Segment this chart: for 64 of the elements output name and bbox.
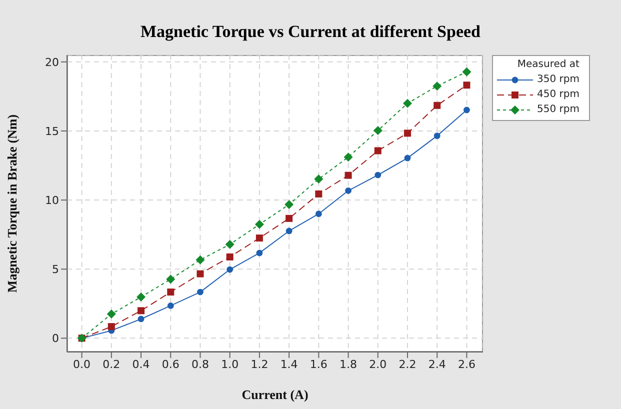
point — [106, 310, 116, 319]
point — [196, 255, 205, 264]
x-tick-label: 1.8 — [340, 358, 358, 371]
point — [404, 130, 411, 137]
x-tick-label: 2.2 — [398, 358, 416, 371]
point — [403, 98, 412, 108]
point — [138, 316, 144, 322]
x-tick-label: 0.2 — [102, 358, 120, 371]
x-tick-label: 0.8 — [191, 358, 209, 371]
point — [138, 307, 145, 314]
point — [314, 174, 324, 184]
point — [344, 152, 353, 162]
x-tick-label: 2.0 — [369, 358, 387, 371]
point — [256, 250, 263, 256]
legend-title: Measured at — [516, 59, 580, 70]
y-tick-label: 10 — [45, 194, 59, 207]
point — [226, 266, 234, 273]
point — [226, 253, 234, 260]
x-tick-label: 1.0 — [221, 358, 239, 371]
chart-title: Magnetic Torque vs Current at different Speed — [140, 22, 482, 42]
x-tick-label: 0.6 — [162, 358, 180, 371]
x-tick-label: 2.6 — [458, 358, 476, 371]
point — [196, 270, 204, 278]
point — [374, 147, 382, 154]
legend-label: 450 rpm — [537, 89, 580, 100]
point — [256, 234, 263, 242]
point — [315, 210, 322, 218]
point — [464, 106, 470, 114]
point — [167, 302, 174, 309]
x-tick-label: 1.6 — [310, 358, 328, 371]
point — [434, 102, 441, 109]
y-axis-title: Magnetic Torque in Brake (Nm) — [4, 114, 20, 293]
y-tick-label: 5 — [52, 263, 59, 276]
point — [373, 126, 382, 136]
point — [166, 274, 176, 284]
x-tick-label: 2.4 — [428, 358, 446, 371]
x-tick-label: 0.0 — [73, 358, 91, 371]
x-tick-label: 0.4 — [132, 358, 150, 371]
point — [432, 82, 442, 91]
point — [136, 292, 146, 302]
point — [225, 240, 234, 249]
legend-label: 550 rpm — [537, 104, 580, 115]
x-axis-title: Current (A) — [242, 387, 308, 402]
x-tick-label: 1.2 — [250, 358, 268, 371]
point — [197, 288, 204, 296]
point — [404, 154, 411, 162]
legend-label: 350 rpm — [537, 74, 580, 85]
point — [254, 220, 264, 229]
point — [434, 132, 440, 140]
point — [462, 67, 472, 76]
point — [284, 200, 294, 209]
point — [374, 172, 382, 178]
x-tick-label: 1.4 — [280, 358, 298, 371]
point — [315, 190, 322, 198]
y-tick-label: 0 — [52, 332, 59, 346]
point — [108, 323, 115, 330]
point — [345, 187, 352, 194]
point — [463, 82, 470, 89]
point — [286, 214, 293, 222]
point — [286, 228, 292, 234]
point — [344, 172, 352, 179]
point — [167, 288, 174, 296]
y-tick-label: 20 — [45, 56, 59, 69]
y-tick-label: 15 — [45, 124, 59, 138]
